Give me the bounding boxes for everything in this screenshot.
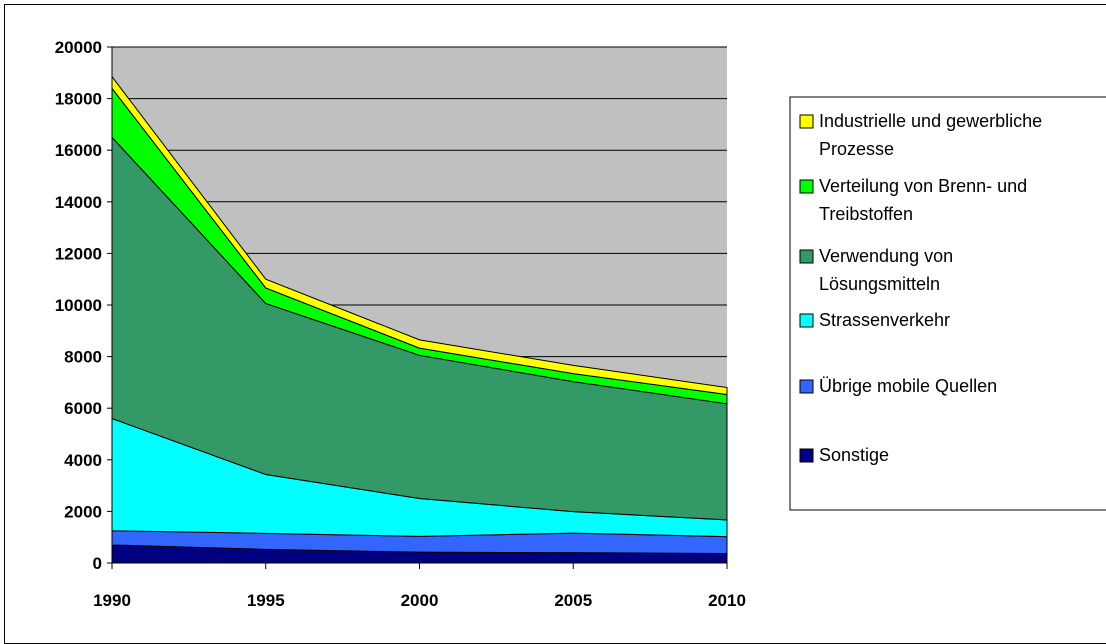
y-tick-label-18000: 18000 — [55, 90, 102, 109]
legend-label-1-0: Verteilung von Brenn- und — [819, 176, 1027, 196]
y-tick-label-4000: 4000 — [64, 451, 102, 470]
y-tick-label-0: 0 — [93, 554, 102, 573]
legend-label-5-0: Sonstige — [819, 445, 889, 465]
x-tick-label-1990: 1990 — [93, 591, 131, 610]
x-tick-label-2000: 2000 — [401, 591, 439, 610]
y-tick-label-6000: 6000 — [64, 399, 102, 418]
legend-label-0-1: Prozesse — [819, 139, 894, 159]
legend-swatch-3 — [799, 313, 814, 328]
area-series — [111, 75, 728, 564]
y-tick-label-20000: 20000 — [55, 38, 102, 57]
x-tick-label-2005: 2005 — [554, 591, 592, 610]
y-tick-label-16000: 16000 — [55, 141, 102, 160]
x-tick-label-2010: 2010 — [708, 591, 746, 610]
legend-label-2-0: Verwendung von — [819, 246, 953, 266]
y-tick-label-2000: 2000 — [64, 502, 102, 521]
legend-label-1-1: Treibstoffen — [819, 204, 913, 224]
legend-swatch-2 — [799, 249, 814, 264]
legend-label-2-1: Lösungsmitteln — [819, 274, 940, 294]
legend: Industrielle und gewerbliche Prozesse Vert… — [789, 96, 1106, 511]
y-tick-label-8000: 8000 — [64, 348, 102, 367]
x-tick-label-1995: 1995 — [247, 591, 285, 610]
y-tick-label-12000: 12000 — [55, 244, 102, 263]
legend-swatch-0 — [799, 114, 814, 129]
legend-label-4-0: Übrige mobile Quellen — [819, 376, 997, 396]
y-tick-labels: 0 2000 4000 6000 8000 10000 12000 14000 16000 180… — [55, 38, 112, 573]
legend-label-0-0: Industrielle und gewerbliche — [819, 111, 1042, 131]
y-tick-label-14000: 14000 — [55, 193, 102, 212]
y-tick-label-10000: 10000 — [55, 296, 102, 315]
legend-label-3-0: Strassenverkehr — [819, 310, 950, 330]
x-tick-labels: 1990 1995 2000 2005 2010 — [93, 563, 746, 610]
legend-box — [789, 96, 1106, 511]
area-series-5 — [111, 75, 728, 396]
legend-swatch-4 — [799, 379, 814, 394]
legend-swatch-1 — [799, 179, 814, 194]
legend-swatch-5 — [799, 448, 814, 463]
